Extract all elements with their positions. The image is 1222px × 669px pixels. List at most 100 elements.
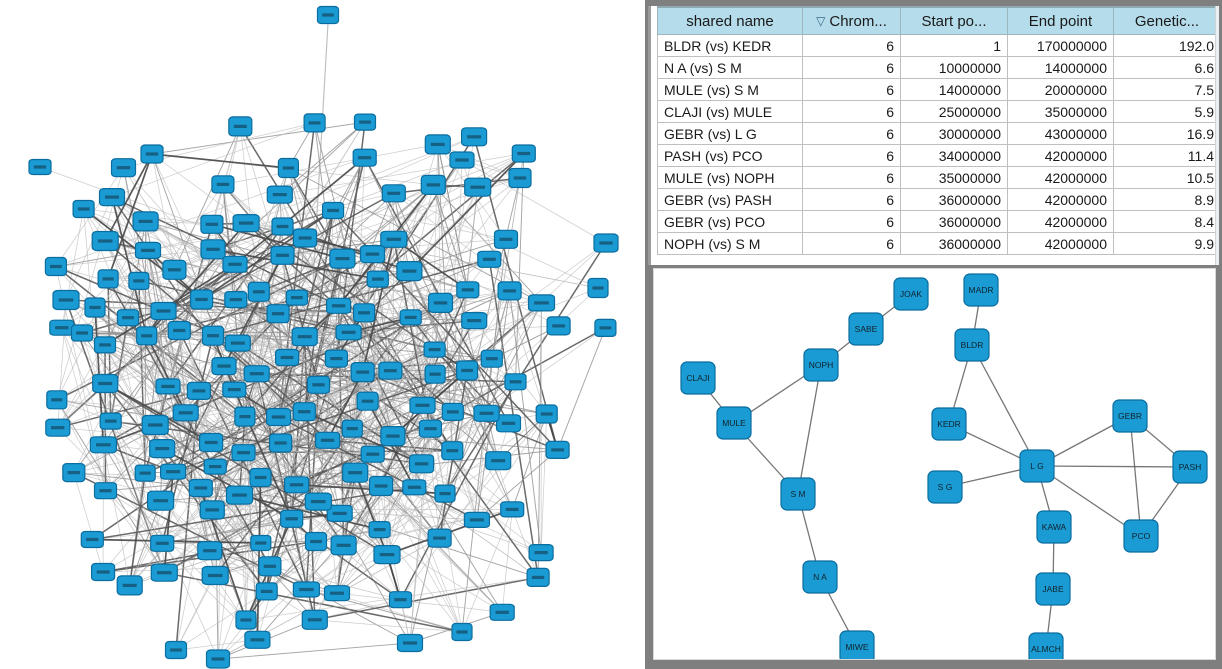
cell-shared_name[interactable]: MULE (vs) S M <box>657 78 803 101</box>
network-node[interactable] <box>258 556 282 577</box>
network-node[interactable] <box>84 297 106 318</box>
network-node[interactable] <box>232 214 260 233</box>
network-node-mule[interactable]: MULE <box>716 406 752 440</box>
network-node[interactable] <box>160 463 187 480</box>
network-node-miwe[interactable]: MIWE <box>839 630 875 659</box>
cell-start_point[interactable]: 14000000 <box>900 78 1008 101</box>
network-node[interactable] <box>93 482 118 500</box>
table-row[interactable]: GEBR (vs) PCO 6 36000000 42000000 8.4 <box>657 210 1219 233</box>
cell-end_point[interactable]: 42000000 <box>1007 144 1114 167</box>
network-node[interactable] <box>222 255 248 273</box>
network-node[interactable] <box>292 581 320 598</box>
network-node[interactable] <box>545 440 570 459</box>
network-node[interactable] <box>199 432 224 453</box>
network-node[interactable] <box>464 177 492 197</box>
cell-shared_name[interactable]: PASH (vs) PCO <box>657 144 803 167</box>
table-row[interactable]: NOPH (vs) S M 6 36000000 42000000 9.9 <box>657 232 1219 255</box>
network-node[interactable] <box>285 289 308 306</box>
network-node[interactable] <box>485 451 512 471</box>
network-node[interactable] <box>326 504 353 522</box>
cell-genetic[interactable]: 192.0 <box>1113 34 1219 57</box>
table-row[interactable]: MULE (vs) S M 6 14000000 20000000 7.5 <box>657 78 1219 101</box>
network-node[interactable] <box>352 148 377 167</box>
network-node[interactable] <box>353 303 376 323</box>
network-node[interactable] <box>28 158 52 176</box>
network-node[interactable] <box>49 319 75 336</box>
network-node[interactable] <box>500 501 525 518</box>
cell-chromosome[interactable]: 6 <box>802 122 901 145</box>
network-node-kedr[interactable]: KEDR <box>931 407 967 441</box>
network-node[interactable] <box>141 414 169 436</box>
cell-start_point[interactable]: 10000000 <box>900 56 1008 79</box>
network-node[interactable] <box>116 575 143 596</box>
network-node[interactable] <box>292 402 316 422</box>
main-network-view[interactable] <box>0 0 645 669</box>
cell-end_point[interactable]: 42000000 <box>1007 188 1114 211</box>
network-node[interactable] <box>449 151 475 169</box>
network-node[interactable] <box>493 229 519 249</box>
network-node[interactable] <box>423 341 446 358</box>
cell-end_point[interactable]: 35000000 <box>1007 100 1114 123</box>
network-node[interactable] <box>388 591 413 609</box>
network-node[interactable] <box>155 378 181 395</box>
cell-chromosome[interactable]: 6 <box>802 144 901 167</box>
column-header-end-point[interactable]: End point <box>1007 6 1114 35</box>
column-header-shared-name[interactable]: shared name <box>657 6 803 35</box>
network-node-pash[interactable]: PASH <box>1172 450 1208 484</box>
column-header-start-point[interactable]: Start po... <box>900 6 1008 35</box>
network-node[interactable] <box>134 464 156 482</box>
network-node[interactable] <box>324 349 348 368</box>
network-node[interactable] <box>140 144 164 164</box>
network-node[interactable] <box>441 441 464 461</box>
network-node[interactable] <box>326 297 352 314</box>
network-node[interactable] <box>136 326 158 346</box>
edge-table-panel[interactable]: shared name ▽ Chrom... Start po... End po… <box>648 6 1219 265</box>
network-node[interactable] <box>271 217 294 236</box>
network-node[interactable] <box>477 250 502 268</box>
network-node[interactable] <box>211 357 237 376</box>
network-node[interactable] <box>418 419 442 438</box>
network-node[interactable] <box>200 239 226 260</box>
network-node[interactable] <box>149 439 176 459</box>
network-node[interactable] <box>322 201 345 220</box>
network-node[interactable] <box>150 563 178 582</box>
network-node[interactable] <box>270 245 295 265</box>
network-node[interactable] <box>52 289 80 311</box>
network-node[interactable] <box>99 412 122 430</box>
network-node[interactable] <box>167 320 191 341</box>
network-node[interactable] <box>203 458 227 475</box>
network-node[interactable] <box>526 567 550 588</box>
cell-start_point[interactable]: 36000000 <box>900 188 1008 211</box>
network-node[interactable] <box>497 281 522 301</box>
network-node-bldr[interactable]: BLDR <box>954 328 990 362</box>
cell-genetic[interactable]: 10.5 <box>1113 166 1219 189</box>
network-node[interactable] <box>46 390 68 410</box>
network-node[interactable] <box>266 185 293 204</box>
network-node[interactable] <box>231 444 256 462</box>
cell-chromosome[interactable]: 6 <box>802 56 901 79</box>
network-node[interactable] <box>380 230 408 248</box>
cell-genetic[interactable]: 7.5 <box>1113 78 1219 101</box>
cell-genetic[interactable]: 6.6 <box>1113 56 1219 79</box>
network-node[interactable] <box>511 144 536 163</box>
network-node[interactable] <box>342 462 369 483</box>
network-node[interactable] <box>593 233 619 253</box>
network-node[interactable] <box>243 365 270 383</box>
cell-genetic[interactable]: 16.9 <box>1113 122 1219 145</box>
network-node[interactable] <box>188 478 213 498</box>
network-node[interactable] <box>291 327 318 347</box>
network-node[interactable] <box>402 479 427 496</box>
network-node[interactable] <box>98 188 126 207</box>
sub-network-view[interactable]: JOAK SABE NOPH CLAJI MULE S M N A MIWE MADR BLDR K… <box>653 268 1216 660</box>
network-node[interactable] <box>399 309 422 326</box>
network-node[interactable] <box>381 184 406 203</box>
network-node[interactable] <box>200 214 224 234</box>
cell-genetic[interactable]: 8.4 <box>1113 210 1219 233</box>
network-node[interactable] <box>222 381 247 398</box>
network-node[interactable] <box>172 404 199 422</box>
cell-genetic[interactable]: 8.9 <box>1113 188 1219 211</box>
network-node[interactable] <box>427 528 452 548</box>
network-node[interactable] <box>249 467 272 488</box>
cell-chromosome[interactable]: 6 <box>802 34 901 57</box>
network-node-noph[interactable]: NOPH <box>803 348 839 382</box>
